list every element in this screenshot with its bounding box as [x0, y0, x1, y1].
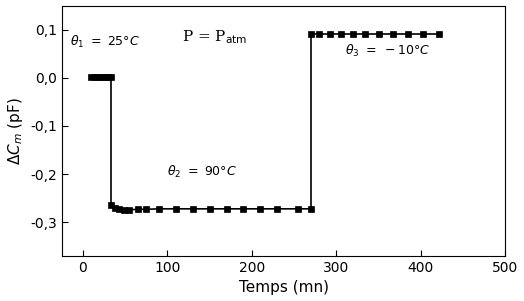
Text: $\theta_2\ =\ 90°C$: $\theta_2\ =\ 90°C$ — [168, 164, 237, 180]
Text: P = P$_{\rm atm}$: P = P$_{\rm atm}$ — [182, 28, 247, 46]
X-axis label: Temps (mn): Temps (mn) — [238, 281, 329, 296]
Text: $\theta_1\ =\ 25°C$: $\theta_1\ =\ 25°C$ — [70, 34, 140, 50]
Y-axis label: $\Delta C_m\ \mathrm{(pF)}$: $\Delta C_m\ \mathrm{(pF)}$ — [6, 97, 25, 165]
Text: $\theta_3\ =\ -10°C$: $\theta_3\ =\ -10°C$ — [345, 43, 430, 59]
